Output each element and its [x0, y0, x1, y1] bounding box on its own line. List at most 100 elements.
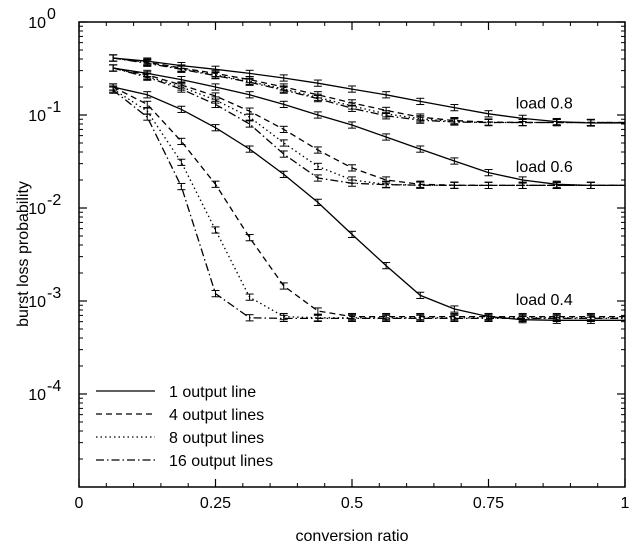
data-point: [313, 174, 322, 182]
data-point: [348, 164, 356, 172]
data-point: [211, 226, 220, 234]
data-point: [211, 72, 220, 80]
x-tick-label: 0: [75, 495, 84, 512]
y-tick-base: 10: [28, 387, 46, 404]
data-point: [450, 104, 459, 112]
data-point: [109, 54, 118, 62]
x-tick-label: 0.5: [341, 495, 363, 512]
plot-frame: [78, 21, 626, 488]
series-line-load-0.8-dotted: [113, 57, 625, 124]
y-tick-label: 10-1: [28, 99, 61, 125]
y-axis-title: burst loss probability: [15, 181, 32, 327]
data-point: [313, 146, 322, 154]
data-point: [245, 91, 254, 99]
data-point: [245, 293, 254, 301]
y-tick-exponent: -2: [47, 192, 61, 209]
data-point: [348, 230, 356, 239]
data-point: [313, 162, 322, 171]
data-point: [586, 181, 595, 190]
series-line-load-0.4-solid: [112, 86, 625, 321]
y-tick-label: 100: [28, 6, 56, 32]
data-point: [586, 118, 595, 127]
data-point: [211, 83, 220, 91]
x-tick-label: 0.75: [473, 495, 504, 512]
data-point: [177, 137, 186, 146]
data-point: [143, 91, 152, 99]
series-line-load-0.4-dashed: [112, 86, 625, 318]
data-point: [313, 198, 322, 206]
data-point: [416, 181, 425, 189]
data-point: [348, 85, 356, 93]
data-point: [416, 97, 425, 106]
data-point: [484, 181, 493, 190]
data-point: [382, 262, 391, 270]
data-point: [450, 181, 459, 190]
data-point: [279, 282, 288, 290]
data-point: [177, 105, 186, 113]
data-point: [382, 112, 391, 120]
y-tick-exponent: 0: [47, 6, 56, 23]
data-point: [552, 314, 561, 323]
data-point: [279, 150, 288, 158]
data-point: [109, 64, 118, 72]
legend-item: 1 output line: [96, 384, 256, 401]
data-point: [348, 314, 356, 323]
data-point: [382, 314, 391, 323]
legend-item: 8 output lines: [96, 430, 264, 447]
legend-label: 1 output line: [169, 384, 256, 401]
data-point: [143, 73, 152, 81]
legend: 1 output line 4 output lines 8 output line…: [96, 384, 273, 470]
x-tick-label: 0.25: [200, 495, 231, 512]
x-axis-title: conversion ratio: [296, 528, 409, 545]
data-point: [416, 314, 425, 323]
data-point: [382, 181, 391, 189]
series-line-load-0.4-dashdot: [112, 89, 625, 320]
y-tick-label: 10-2: [28, 192, 61, 218]
data-point: [245, 78, 254, 86]
data-point: [552, 118, 561, 127]
legend-item: 16 output lines: [96, 453, 273, 470]
data-point: [450, 157, 459, 165]
data-point: [143, 100, 152, 109]
errorbar-layer: [109, 54, 595, 324]
data-point: [416, 145, 425, 153]
y-tick-exponent: -4: [47, 378, 61, 395]
data-point: [109, 86, 118, 94]
y-tick-label: 10-3: [28, 285, 61, 311]
data-point: [211, 180, 220, 188]
data-point: [279, 170, 288, 178]
data-point: [518, 314, 527, 323]
data-point: [279, 314, 288, 323]
data-point: [313, 79, 322, 87]
data-point: [348, 104, 356, 112]
data-point: [518, 181, 527, 190]
data-point: [177, 158, 186, 166]
data-point: [484, 118, 493, 127]
data-point: [245, 145, 254, 153]
series-line-load-0.6-solid: [112, 67, 625, 187]
y-tick-base: 10: [28, 201, 46, 218]
legend-label: 16 output lines: [169, 453, 273, 470]
data-point: [245, 120, 254, 128]
data-point: [245, 314, 254, 322]
annotation-load-label: load 0.8: [516, 95, 573, 112]
y-tick-base: 10: [28, 294, 46, 311]
data-point: [279, 74, 288, 82]
data-point: [177, 65, 186, 73]
data-point: [245, 234, 254, 242]
data-point: [484, 314, 493, 323]
data-point: [313, 314, 322, 323]
series-line-load-0.6-dotted: [112, 67, 625, 187]
data-point: [279, 139, 288, 147]
data-point: [484, 169, 493, 177]
data-point: [348, 179, 356, 187]
data-point: [143, 113, 152, 121]
data-point: [416, 116, 425, 124]
legend-label: 4 output lines: [169, 407, 264, 424]
data-point: [211, 100, 220, 109]
data-point: [484, 110, 493, 118]
legend-label: 8 output lines: [169, 430, 264, 447]
data-point: [279, 86, 288, 94]
data-point: [143, 59, 152, 67]
